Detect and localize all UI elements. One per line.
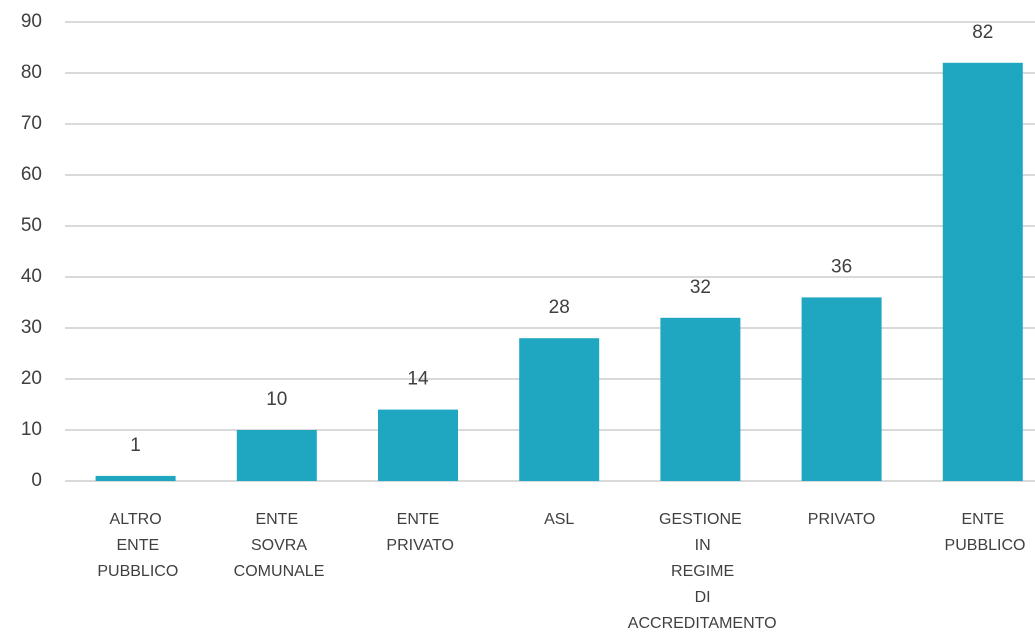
bar <box>660 317 741 481</box>
y-tick-label: 60 <box>21 164 42 185</box>
bar <box>801 297 882 481</box>
x-tick-label: ENTE PRIVATO <box>382 511 454 554</box>
y-tick-label: 80 <box>21 62 42 83</box>
data-label: 32 <box>690 277 711 298</box>
y-tick-label: 90 <box>21 11 42 32</box>
y-tick-label: 10 <box>21 419 42 440</box>
data-label: 82 <box>972 22 993 43</box>
x-tick-label: ALTRO ENTE PUBBLICO <box>93 511 178 580</box>
bar <box>942 62 1023 482</box>
x-tick-label: ASL <box>544 511 574 528</box>
x-tick-label: PRIVATO <box>808 511 876 528</box>
data-label: 10 <box>266 389 287 410</box>
y-tick-label: 50 <box>21 215 42 236</box>
data-label: 36 <box>831 256 852 277</box>
data-label: 28 <box>549 297 570 318</box>
data-label: 14 <box>407 369 429 390</box>
y-tick-label: 70 <box>21 113 42 134</box>
y-tick-label: 0 <box>31 470 42 491</box>
x-tick-label: ENTE PUBBLICO <box>940 511 1025 554</box>
bar <box>378 409 458 481</box>
y-tick-label: 20 <box>21 368 42 389</box>
x-tick-label: GESTIONE IN REGIME DI ACCREDITAMENTO <box>624 511 776 632</box>
bar <box>236 430 317 481</box>
y-tick-label: 40 <box>21 266 42 287</box>
x-tick-label: ENTE SOVRA COMUNALE <box>229 511 324 580</box>
bar <box>519 338 600 481</box>
data-label: 1 <box>130 435 141 456</box>
y-tick-label: 30 <box>21 317 42 338</box>
bar <box>95 475 176 481</box>
